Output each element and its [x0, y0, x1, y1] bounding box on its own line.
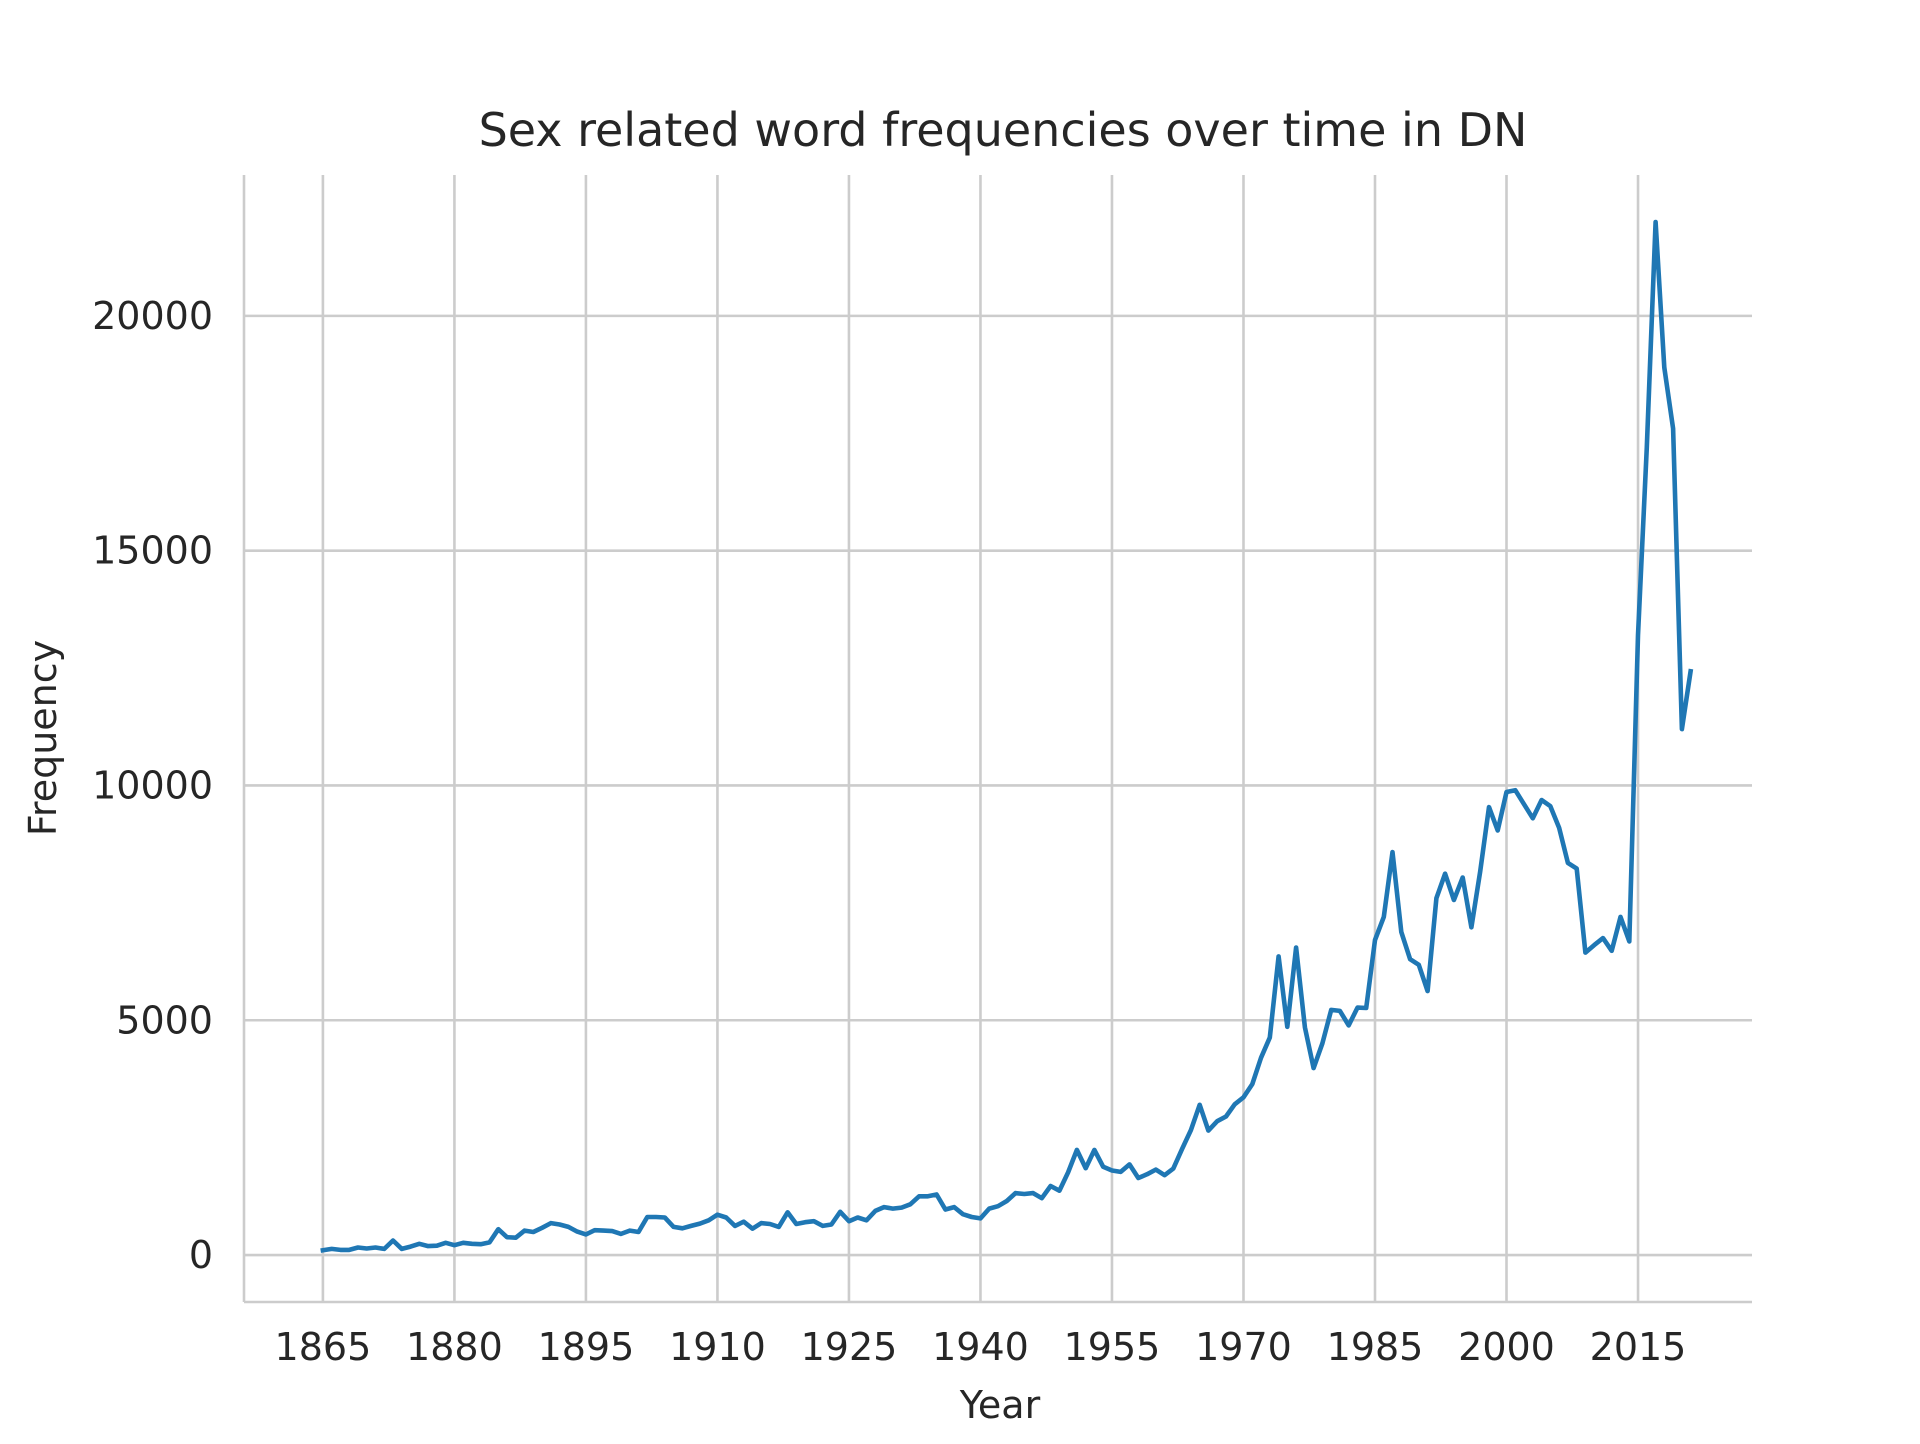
x-tick-label: 1940	[932, 1325, 1029, 1369]
x-tick-label: 1895	[538, 1325, 635, 1369]
series-line	[320, 219, 1694, 1253]
grid	[244, 175, 1752, 1302]
y-tick-label: 15000	[92, 529, 213, 573]
x-tick-label: 1970	[1195, 1325, 1292, 1369]
y-tick-label: 20000	[92, 294, 213, 338]
x-tick-label: 1925	[801, 1325, 898, 1369]
x-tick-label: 1880	[406, 1325, 503, 1369]
tick-labels: 1865 1880 1895 1910 1925 1940 1955 1970 1985 2000…	[92, 294, 1686, 1369]
y-tick-label: 5000	[116, 998, 213, 1042]
x-tick-label: 1985	[1327, 1325, 1424, 1369]
x-axis-label: Year	[959, 1383, 1041, 1427]
y-axis-label: Frequency	[21, 640, 65, 836]
x-tick-label: 1955	[1064, 1325, 1161, 1369]
x-tick-label: 1865	[275, 1325, 372, 1369]
y-tick-label: 10000	[92, 763, 213, 807]
series-layer	[320, 219, 1694, 1253]
axes	[242, 175, 1752, 1304]
x-tick-label: 2015	[1590, 1325, 1687, 1369]
x-tick-label: 1910	[669, 1325, 766, 1369]
chart-title: Sex related word frequencies over time i…	[479, 103, 1528, 157]
x-tick-label: 2000	[1458, 1325, 1555, 1369]
y-tick-label: 0	[189, 1233, 213, 1277]
